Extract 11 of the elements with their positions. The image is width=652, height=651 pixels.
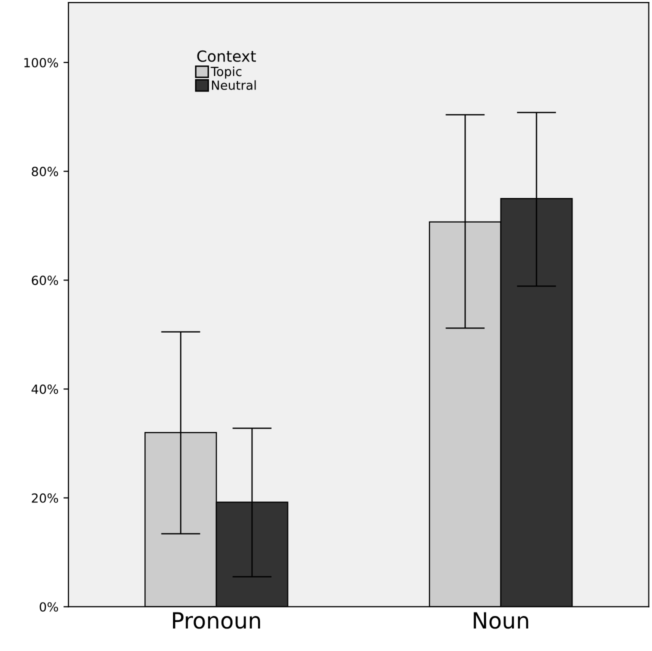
- x-tick-label: Noun: [474, 612, 528, 629]
- y-tick-label: 40%: [32, 384, 58, 394]
- legend-label: Topic: [210, 66, 242, 79]
- x-tick-label: Pronoun: [173, 612, 260, 629]
- legend-title: Context: [197, 50, 256, 62]
- y-tick-label: 100%: [24, 58, 58, 68]
- y-tick-label: 80%: [32, 166, 58, 176]
- y-tick-label: 20%: [32, 493, 58, 503]
- legend-label: Neutral: [212, 80, 256, 90]
- y-tick-label: 0%: [40, 602, 58, 612]
- y-tick-label: 60%: [32, 276, 58, 286]
